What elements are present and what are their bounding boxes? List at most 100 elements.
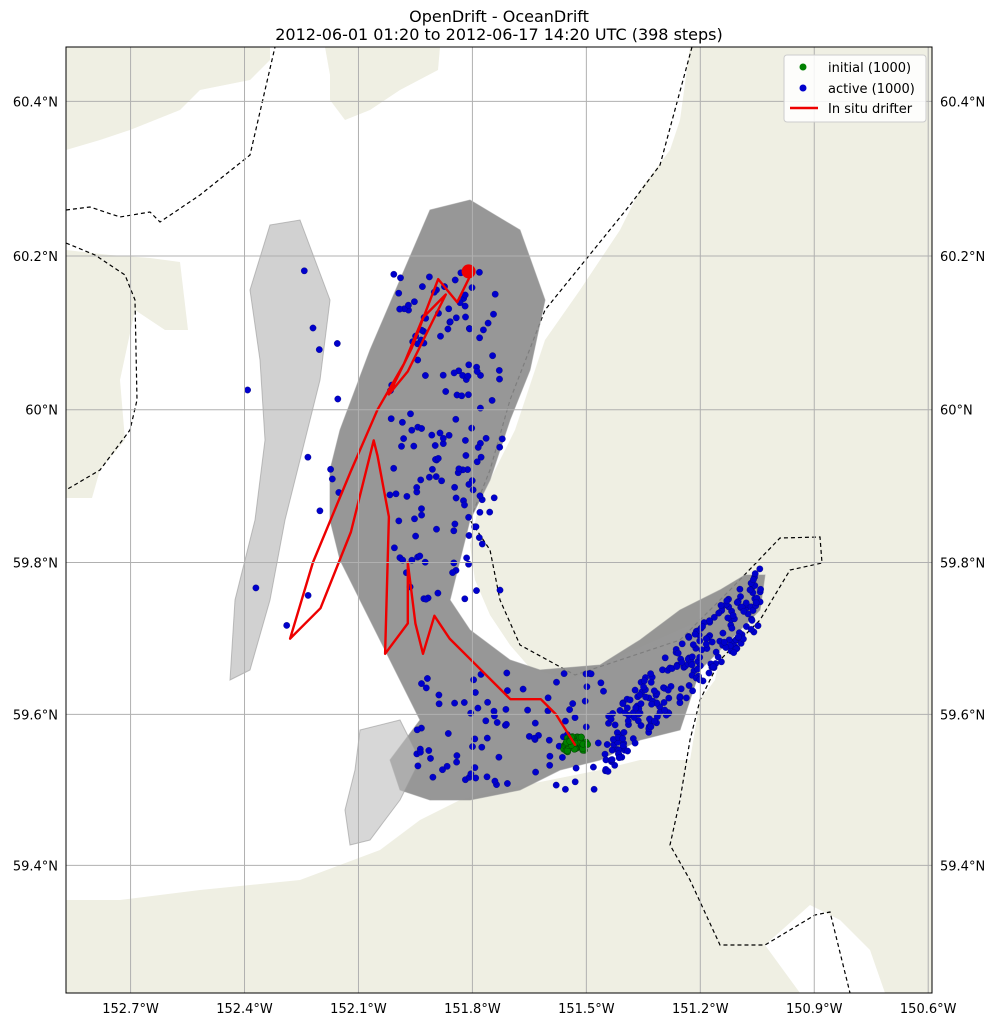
active-particle bbox=[587, 670, 595, 678]
trajectory-swath-southwest bbox=[344, 719, 421, 846]
legend-box bbox=[783, 54, 927, 123]
active-particle bbox=[712, 648, 720, 656]
active-particle bbox=[546, 761, 554, 769]
active-particle bbox=[473, 368, 481, 375]
active-particle bbox=[752, 599, 760, 606]
active-particle bbox=[474, 444, 482, 451]
active-particle bbox=[435, 691, 443, 699]
lat-tick-label-right: 60.2°N bbox=[940, 250, 985, 265]
active-particle bbox=[685, 634, 693, 641]
active-particle bbox=[418, 680, 425, 687]
active-particle bbox=[640, 677, 648, 685]
active-particle bbox=[560, 670, 568, 677]
active-particle bbox=[483, 734, 491, 742]
active-particle bbox=[710, 613, 718, 621]
active-particle bbox=[619, 735, 627, 742]
legend: initial (1000) active (1000) In situ dri… bbox=[783, 54, 927, 123]
legend-active-label: active (1000) bbox=[828, 82, 915, 97]
active-particle bbox=[531, 734, 538, 742]
active-particle bbox=[720, 638, 728, 646]
active-particle bbox=[544, 694, 552, 702]
active-particle bbox=[426, 473, 433, 481]
plot-frame bbox=[65, 46, 933, 994]
active-particle bbox=[678, 658, 686, 666]
active-particle bbox=[504, 780, 511, 787]
active-particle bbox=[647, 723, 655, 731]
active-particle bbox=[469, 486, 477, 494]
active-particle bbox=[460, 699, 468, 706]
latitude-tick-labels-right: 60.4°N 60.2°N 60°N 59.8°N 59.6°N 59.4°N bbox=[940, 95, 985, 874]
active-particle bbox=[708, 638, 716, 646]
active-particle bbox=[604, 768, 612, 775]
active-particle bbox=[334, 395, 342, 403]
land-northwest bbox=[66, 47, 270, 150]
active-particle bbox=[493, 719, 501, 726]
active-particle bbox=[503, 669, 511, 677]
lat-tick-label-left: 59.8°N bbox=[13, 557, 58, 572]
active-particle bbox=[490, 494, 498, 502]
active-particle bbox=[730, 649, 738, 656]
active-particle bbox=[391, 544, 398, 552]
active-particle bbox=[475, 534, 483, 541]
active-particle bbox=[451, 699, 458, 707]
active-particle bbox=[435, 700, 443, 708]
active-particle bbox=[252, 584, 260, 592]
active-particle bbox=[688, 661, 696, 669]
active-particle bbox=[476, 508, 484, 516]
active-particle bbox=[461, 595, 469, 603]
active-particle bbox=[545, 736, 553, 744]
active-particle bbox=[502, 706, 510, 713]
active-particle bbox=[304, 592, 312, 599]
active-particle bbox=[316, 507, 324, 515]
boundary-northwest bbox=[66, 47, 276, 223]
lon-tick-label: 151.8°W bbox=[444, 1002, 501, 1017]
active-particle bbox=[477, 453, 485, 461]
lon-tick-label: 151.5°W bbox=[558, 1002, 615, 1017]
active-particle bbox=[552, 781, 560, 789]
active-particle bbox=[498, 435, 506, 443]
active-particle bbox=[718, 658, 725, 666]
active-particle bbox=[683, 694, 690, 702]
active-particle bbox=[471, 764, 479, 771]
active-particle bbox=[283, 622, 291, 629]
active-particle bbox=[665, 694, 673, 702]
active-particle bbox=[437, 332, 444, 340]
active-particle bbox=[640, 683, 647, 691]
active-particle bbox=[465, 532, 473, 539]
lat-tick-label-left: 59.6°N bbox=[13, 708, 58, 723]
land-layer bbox=[66, 47, 932, 993]
active-particle bbox=[414, 762, 422, 770]
active-particle bbox=[407, 410, 414, 418]
active-particle bbox=[689, 641, 697, 649]
active-particle bbox=[489, 352, 496, 360]
active-particle bbox=[698, 646, 706, 654]
active-particle bbox=[594, 739, 602, 747]
lon-tick-label: 152.4°W bbox=[216, 1002, 273, 1017]
lon-tick-label: 152.1°W bbox=[330, 1002, 387, 1017]
active-particle bbox=[696, 637, 704, 645]
active-particle bbox=[750, 576, 757, 584]
active-particle bbox=[418, 511, 425, 519]
active-particle bbox=[562, 717, 569, 725]
active-particle bbox=[429, 465, 436, 473]
active-particle bbox=[467, 709, 475, 717]
active-particle bbox=[754, 622, 762, 630]
active-particle bbox=[478, 743, 486, 751]
active-particle bbox=[439, 434, 447, 442]
active-particle bbox=[496, 586, 504, 594]
active-particle bbox=[408, 556, 416, 564]
active-particle bbox=[466, 325, 473, 333]
active-particle bbox=[673, 663, 681, 670]
legend-drifter-label: In situ drifter bbox=[828, 102, 913, 117]
active-particle bbox=[387, 415, 395, 423]
active-particle bbox=[696, 653, 704, 661]
active-particle bbox=[691, 630, 699, 638]
active-particle bbox=[399, 556, 407, 564]
active-particle bbox=[491, 777, 499, 785]
active-particle bbox=[572, 764, 580, 772]
active-particle bbox=[429, 773, 437, 781]
active-particle bbox=[413, 726, 421, 734]
active-particle bbox=[453, 752, 461, 759]
active-particle bbox=[452, 415, 460, 423]
land-west-coast bbox=[66, 250, 188, 498]
